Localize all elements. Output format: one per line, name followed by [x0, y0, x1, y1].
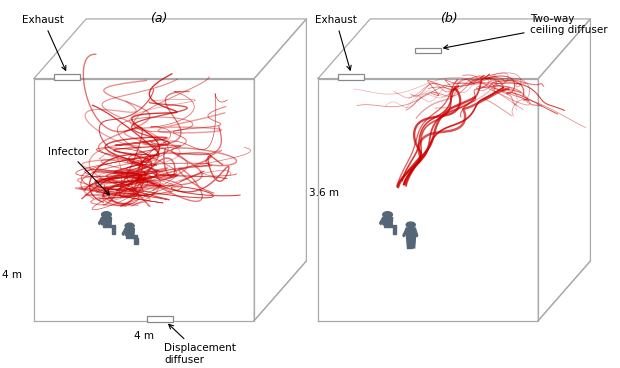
Polygon shape: [383, 217, 392, 225]
Polygon shape: [406, 222, 415, 227]
Polygon shape: [103, 225, 115, 227]
Polygon shape: [403, 229, 407, 237]
FancyBboxPatch shape: [339, 74, 365, 80]
Polygon shape: [379, 218, 384, 225]
Polygon shape: [102, 212, 111, 217]
Polygon shape: [412, 236, 415, 248]
Text: Displacement
diffuser: Displacement diffuser: [164, 324, 236, 365]
FancyBboxPatch shape: [415, 48, 441, 53]
Text: Two-way
ceiling diffuser: Two-way ceiling diffuser: [444, 14, 607, 49]
Polygon shape: [406, 236, 412, 248]
Polygon shape: [414, 229, 418, 237]
Text: (a): (a): [150, 12, 167, 25]
Text: 4 m: 4 m: [134, 331, 154, 341]
FancyBboxPatch shape: [55, 74, 81, 80]
Text: Infector: Infector: [48, 147, 110, 195]
Text: (b): (b): [440, 12, 457, 25]
Polygon shape: [125, 223, 134, 229]
Text: 4 m: 4 m: [2, 270, 22, 280]
Polygon shape: [406, 228, 415, 236]
Polygon shape: [122, 229, 126, 235]
Polygon shape: [125, 229, 135, 235]
Text: 3.6 m: 3.6 m: [309, 188, 339, 198]
Text: Exhaust: Exhaust: [22, 15, 66, 70]
Polygon shape: [126, 235, 138, 238]
Polygon shape: [383, 212, 392, 217]
Polygon shape: [384, 225, 396, 227]
FancyBboxPatch shape: [147, 316, 173, 322]
Polygon shape: [135, 238, 138, 244]
Text: Exhaust: Exhaust: [315, 15, 357, 70]
Polygon shape: [112, 227, 115, 234]
Polygon shape: [99, 218, 103, 225]
Polygon shape: [101, 217, 112, 225]
Polygon shape: [392, 227, 396, 234]
